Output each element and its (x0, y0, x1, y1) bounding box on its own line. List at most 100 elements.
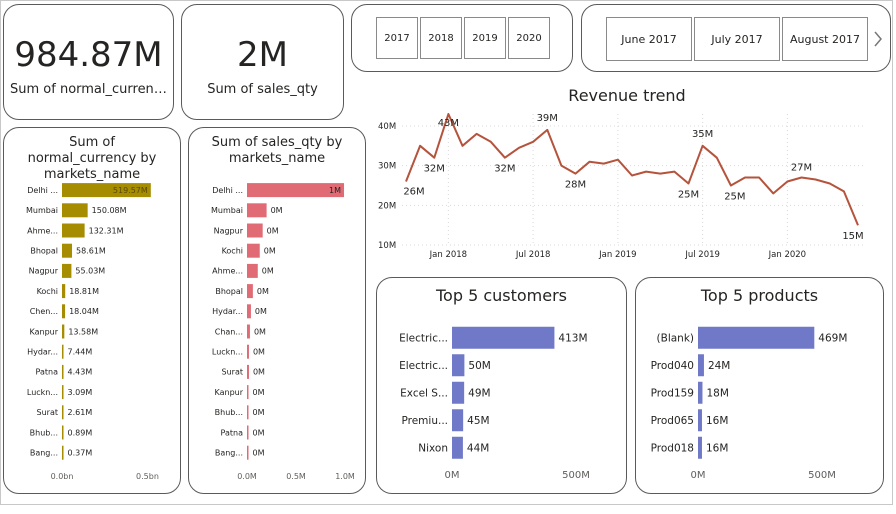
bar-bhopal-5 (247, 284, 253, 299)
point-label-2: 43M (438, 118, 459, 129)
category-label-10: Kanpur (214, 388, 243, 397)
category-label-2: Nagpur (214, 226, 244, 235)
year-slicer-2019[interactable]: 2019 (464, 17, 506, 59)
data-label-5: 18.81M (69, 287, 99, 296)
x-tick-label-1: 0.5bn (136, 472, 159, 481)
data-label-8: 0M (253, 348, 265, 357)
bar-chan-7 (247, 324, 250, 339)
year-slicer-2018[interactable]: 2018 (420, 17, 462, 59)
kpi-card-qty: 2M Sum of sales_qty (181, 4, 344, 120)
data-label-12: 0M (253, 428, 265, 437)
top5-products-title: Top 5 products (700, 286, 819, 305)
data-label-0: 519.57M (113, 186, 148, 195)
y-tick-label-3: 40M (378, 122, 396, 132)
category-label-13: Bang... (30, 449, 58, 458)
data-label-2: 132.31M (89, 226, 124, 235)
data-label-3: 58.61M (76, 247, 106, 256)
point-label-6: 25M (678, 189, 699, 200)
data-label-11: 2.61M (68, 408, 93, 417)
data-label-0: 469M (818, 332, 847, 344)
category-label-0: Delhi ... (212, 186, 243, 195)
category-label-2: Excel S... (400, 387, 448, 399)
data-label-10: 0M (253, 388, 265, 397)
data-label-1: 0M (271, 206, 283, 215)
year-slicer-2017[interactable]: 2017 (376, 17, 418, 59)
category-label-5: Kochi (37, 287, 58, 296)
kpi-value-qty: 2M (237, 35, 288, 75)
data-label-3: 45M (467, 415, 489, 427)
data-label-4: 55.03M (75, 267, 105, 276)
revenue-trend-chart: 10M 20M 30M 40M Jan 2018 Jul 2018 Jan 2019 Jul … (378, 113, 864, 260)
data-label-4: 16M (706, 442, 728, 454)
revenue-trend-line (405, 113, 859, 226)
bar-patna-12 (247, 425, 249, 440)
bar-hydar-6 (247, 304, 251, 319)
category-label-0: Electric... (399, 332, 448, 344)
data-label-6: 0M (255, 307, 267, 316)
point-label-7: 35M (692, 129, 713, 140)
month-slicer-july-2017[interactable]: July 2017 (694, 17, 780, 61)
category-label-3: Prod065 (651, 415, 694, 427)
data-label-1: 150.08M (92, 206, 127, 215)
data-label-12: 0.89M (68, 428, 93, 437)
revenue-trend-title: Revenue trend (568, 86, 686, 105)
x-tick-label-0: 0.0bn (51, 472, 74, 481)
point-label-10: 15M (842, 231, 863, 242)
month-slicer-june-2017[interactable]: June 2017 (606, 17, 692, 61)
month-slicer-august-2017[interactable]: August 2017 (782, 17, 868, 61)
bar-bhopal-3 (62, 243, 73, 258)
data-label-4: 44M (467, 442, 489, 454)
category-label-4: Nagpur (29, 267, 59, 276)
category-label-6: Hydar... (212, 307, 243, 316)
bar-bhub-12 (62, 425, 64, 440)
bar-kochi-3 (247, 243, 260, 258)
point-label-1: 32M (424, 164, 445, 175)
bar-prod065-3 (698, 409, 702, 432)
data-label-11: 0M (253, 408, 265, 417)
data-label-3: 16M (706, 415, 728, 427)
data-label-10: 3.09M (68, 388, 93, 397)
category-label-9: Patna (36, 368, 59, 377)
bar-patna-9 (62, 364, 64, 379)
year-slicer-2020[interactable]: 2020 (508, 17, 550, 59)
bar-premiu-3 (452, 409, 464, 432)
data-label-7: 13.58M (68, 327, 98, 336)
bar-surat-11 (62, 405, 64, 420)
data-label-0: 413M (558, 332, 587, 344)
chevron-right-icon[interactable] (872, 29, 884, 49)
bar-prod040-1 (698, 354, 704, 377)
category-label-7: Kanpur (29, 327, 58, 336)
bar-blank-0 (698, 326, 815, 349)
top5-products-chart: (Blank) 469M Prod040 24M Prod159 18M Prod065 16… (651, 326, 847, 481)
bar-excel-s-2 (452, 381, 465, 404)
bar-mumbai-1 (62, 203, 88, 218)
bar-nagpur-4 (62, 263, 72, 278)
kpi-value-currency: 984.87M (14, 35, 163, 75)
bar-electric-0 (452, 326, 555, 349)
bar-mumbai-1 (247, 203, 267, 218)
category-label-1: Prod040 (651, 360, 694, 372)
bar-prod018-4 (698, 436, 702, 459)
category-label-6: Chen... (30, 307, 58, 316)
bar-kanpur-7 (62, 324, 65, 339)
bar-delhi-0 (247, 183, 345, 198)
dashboard-frame (0, 0, 893, 505)
bar-kanpur-10 (247, 385, 249, 400)
category-label-2: Ahme... (27, 226, 58, 235)
data-label-7: 0M (254, 327, 266, 336)
bar-hydar-8 (62, 344, 64, 359)
currency-chart-title: Sum of normal_currency by markets_name (27, 135, 157, 182)
category-label-12: Bhub... (30, 428, 58, 437)
data-label-1: 24M (708, 360, 730, 372)
kpi-label-qty: Sum of sales_qty (207, 82, 318, 97)
top5-customers-title: Top 5 customers (435, 286, 568, 305)
x-tick-label-0: 0.0M (237, 472, 257, 481)
month-slicer: June 2017 July 2017 August 2017 (581, 4, 891, 72)
year-slicer: 2017 2018 2019 2020 (351, 4, 573, 72)
point-label-4: 39M (537, 113, 558, 124)
bar-luckn-8 (247, 344, 249, 359)
category-label-5: Bhopal (215, 287, 243, 296)
data-label-1: 50M (468, 360, 490, 372)
x-tick-label-1: 500M (562, 470, 590, 481)
data-label-2: 49M (468, 387, 490, 399)
